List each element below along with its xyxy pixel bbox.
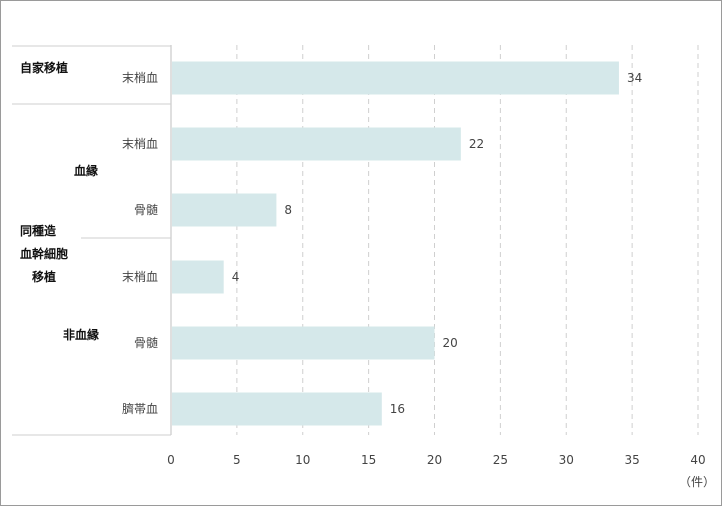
bar-value-label: 22 — [469, 137, 484, 151]
subgroup-label-related: 血縁 — [74, 163, 98, 178]
bars-layer — [172, 61, 619, 426]
bar-value-label: 16 — [390, 402, 405, 416]
bar — [172, 392, 382, 426]
bar — [172, 193, 277, 227]
bar — [172, 326, 435, 360]
x-tick-label: 5 — [233, 453, 241, 467]
group-label-autologous: 自家移植 — [20, 60, 68, 75]
x-tick-label: 35 — [624, 453, 639, 467]
bar-value-label: 8 — [284, 203, 292, 217]
group-label-allogeneic-line: 移植 — [32, 269, 56, 284]
subgroup-label-unrelated: 非血縁 — [63, 327, 99, 342]
category-label: 臍帯血 — [122, 402, 158, 416]
bar-value-label: 20 — [443, 336, 458, 350]
axis-layer: 0 5 10 15 20 25 30 35 40 （件） — [12, 45, 715, 489]
x-tick-label: 20 — [427, 453, 442, 467]
x-tick-label: 15 — [361, 453, 376, 467]
bar — [172, 260, 224, 294]
group-label-allogeneic-line: 同種造 — [20, 223, 57, 238]
bar — [172, 127, 461, 161]
category-label: 末梢血 — [122, 136, 158, 151]
x-tick-label: 10 — [295, 453, 310, 467]
category-label: 骨髄 — [134, 335, 158, 350]
x-tick-label: 30 — [559, 453, 574, 467]
x-tick-label: 40 — [690, 453, 705, 467]
group-label-allogeneic-line: 血幹細胞 — [20, 246, 68, 261]
category-label: 骨髄 — [134, 202, 158, 217]
category-label: 末梢血 — [122, 269, 158, 284]
x-tick-label: 25 — [493, 453, 508, 467]
x-tick-label: 0 — [167, 453, 175, 467]
bar-value-label: 34 — [627, 71, 642, 85]
bar — [172, 61, 619, 95]
unit-label: （件） — [679, 475, 715, 489]
bar-value-label: 4 — [232, 270, 240, 284]
category-label: 末梢血 — [122, 70, 158, 85]
grid-layer — [236, 45, 699, 435]
